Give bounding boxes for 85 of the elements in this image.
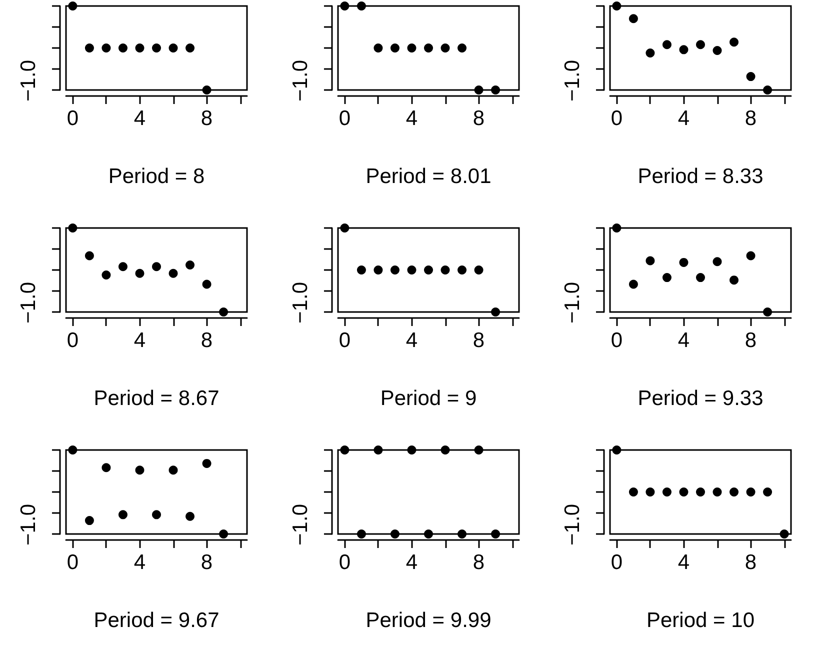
point bbox=[168, 466, 178, 475]
point bbox=[186, 512, 195, 521]
point bbox=[662, 273, 672, 282]
point bbox=[746, 251, 756, 260]
x-tick-label: 0 bbox=[338, 329, 351, 352]
point bbox=[730, 38, 739, 47]
point bbox=[730, 276, 739, 285]
point bbox=[612, 224, 622, 232]
x-tick-label: 0 bbox=[610, 551, 623, 574]
x-tick-label: 0 bbox=[338, 107, 351, 130]
point bbox=[202, 458, 212, 468]
point bbox=[168, 268, 178, 278]
x-axis-title: Period = 9.33 bbox=[638, 387, 764, 410]
text: −1.0 bbox=[289, 60, 312, 102]
x-tick-label: 4 bbox=[406, 551, 418, 574]
x-tick-label: 0 bbox=[66, 329, 79, 352]
x-axis-title: Period = 8.33 bbox=[638, 165, 764, 188]
point bbox=[102, 270, 111, 280]
x-axis-title: Period = 8 bbox=[108, 165, 205, 188]
x-axis-title: Period = 9 bbox=[380, 387, 477, 410]
point bbox=[628, 280, 638, 289]
x-tick-label: 8 bbox=[472, 107, 485, 130]
point bbox=[152, 510, 161, 520]
x-tick-label: 4 bbox=[134, 551, 146, 574]
point bbox=[152, 262, 161, 272]
point bbox=[84, 251, 94, 260]
point bbox=[679, 258, 688, 267]
text: −1.0 bbox=[289, 504, 312, 546]
point bbox=[118, 262, 128, 272]
point bbox=[696, 40, 705, 50]
x-tick-label: 4 bbox=[134, 329, 146, 352]
text: −1.0 bbox=[561, 282, 584, 324]
x-tick-label: 4 bbox=[678, 107, 690, 130]
point bbox=[135, 268, 144, 278]
point bbox=[186, 260, 195, 270]
point bbox=[646, 256, 655, 266]
point bbox=[219, 308, 228, 316]
point bbox=[84, 516, 94, 526]
x-tick-label: 8 bbox=[744, 551, 757, 574]
text: −1.0 bbox=[289, 282, 312, 324]
point bbox=[68, 446, 78, 454]
point bbox=[696, 273, 705, 282]
x-tick-label: 4 bbox=[678, 329, 690, 352]
x-tick-label: 8 bbox=[200, 107, 213, 130]
text: −1.0 bbox=[561, 504, 584, 546]
point bbox=[135, 466, 144, 475]
x-tick-label: 8 bbox=[744, 329, 757, 352]
x-tick-label: 8 bbox=[744, 107, 757, 130]
point bbox=[68, 224, 78, 232]
point bbox=[712, 257, 722, 266]
text: −1.0 bbox=[17, 282, 40, 324]
x-tick-label: 8 bbox=[200, 329, 213, 352]
point bbox=[712, 46, 722, 56]
x-tick-label: 0 bbox=[610, 107, 623, 130]
point bbox=[118, 510, 128, 520]
point bbox=[219, 530, 228, 538]
point bbox=[612, 2, 622, 10]
point bbox=[646, 48, 655, 58]
point bbox=[662, 40, 672, 50]
point bbox=[628, 14, 638, 24]
x-tick-label: 4 bbox=[678, 551, 690, 574]
point bbox=[746, 72, 756, 82]
x-axis-title: Period = 8.67 bbox=[94, 387, 220, 410]
x-tick-label: 4 bbox=[406, 107, 418, 130]
point bbox=[763, 86, 772, 94]
text: −1.0 bbox=[17, 60, 40, 102]
x-tick-label: 0 bbox=[66, 107, 79, 130]
x-axis-title: Period = 8.01 bbox=[366, 165, 492, 188]
x-tick-label: 8 bbox=[472, 329, 485, 352]
x-axis-title: Period = 9.99 bbox=[366, 609, 492, 632]
x-axis-title: Period = 9.67 bbox=[94, 609, 220, 632]
x-tick-label: 0 bbox=[610, 329, 623, 352]
point bbox=[763, 308, 772, 316]
point bbox=[679, 45, 688, 54]
x-tick-label: 4 bbox=[134, 107, 146, 130]
x-tick-label: 8 bbox=[200, 551, 213, 574]
point bbox=[102, 463, 111, 472]
x-tick-label: 0 bbox=[66, 551, 79, 574]
x-tick-label: 4 bbox=[406, 329, 418, 352]
text: −1.0 bbox=[561, 60, 584, 102]
x-tick-label: 8 bbox=[472, 551, 485, 574]
point bbox=[202, 280, 212, 289]
x-axis-title: Period = 10 bbox=[646, 609, 754, 632]
x-tick-label: 0 bbox=[338, 551, 351, 574]
text: −1.0 bbox=[17, 504, 40, 546]
